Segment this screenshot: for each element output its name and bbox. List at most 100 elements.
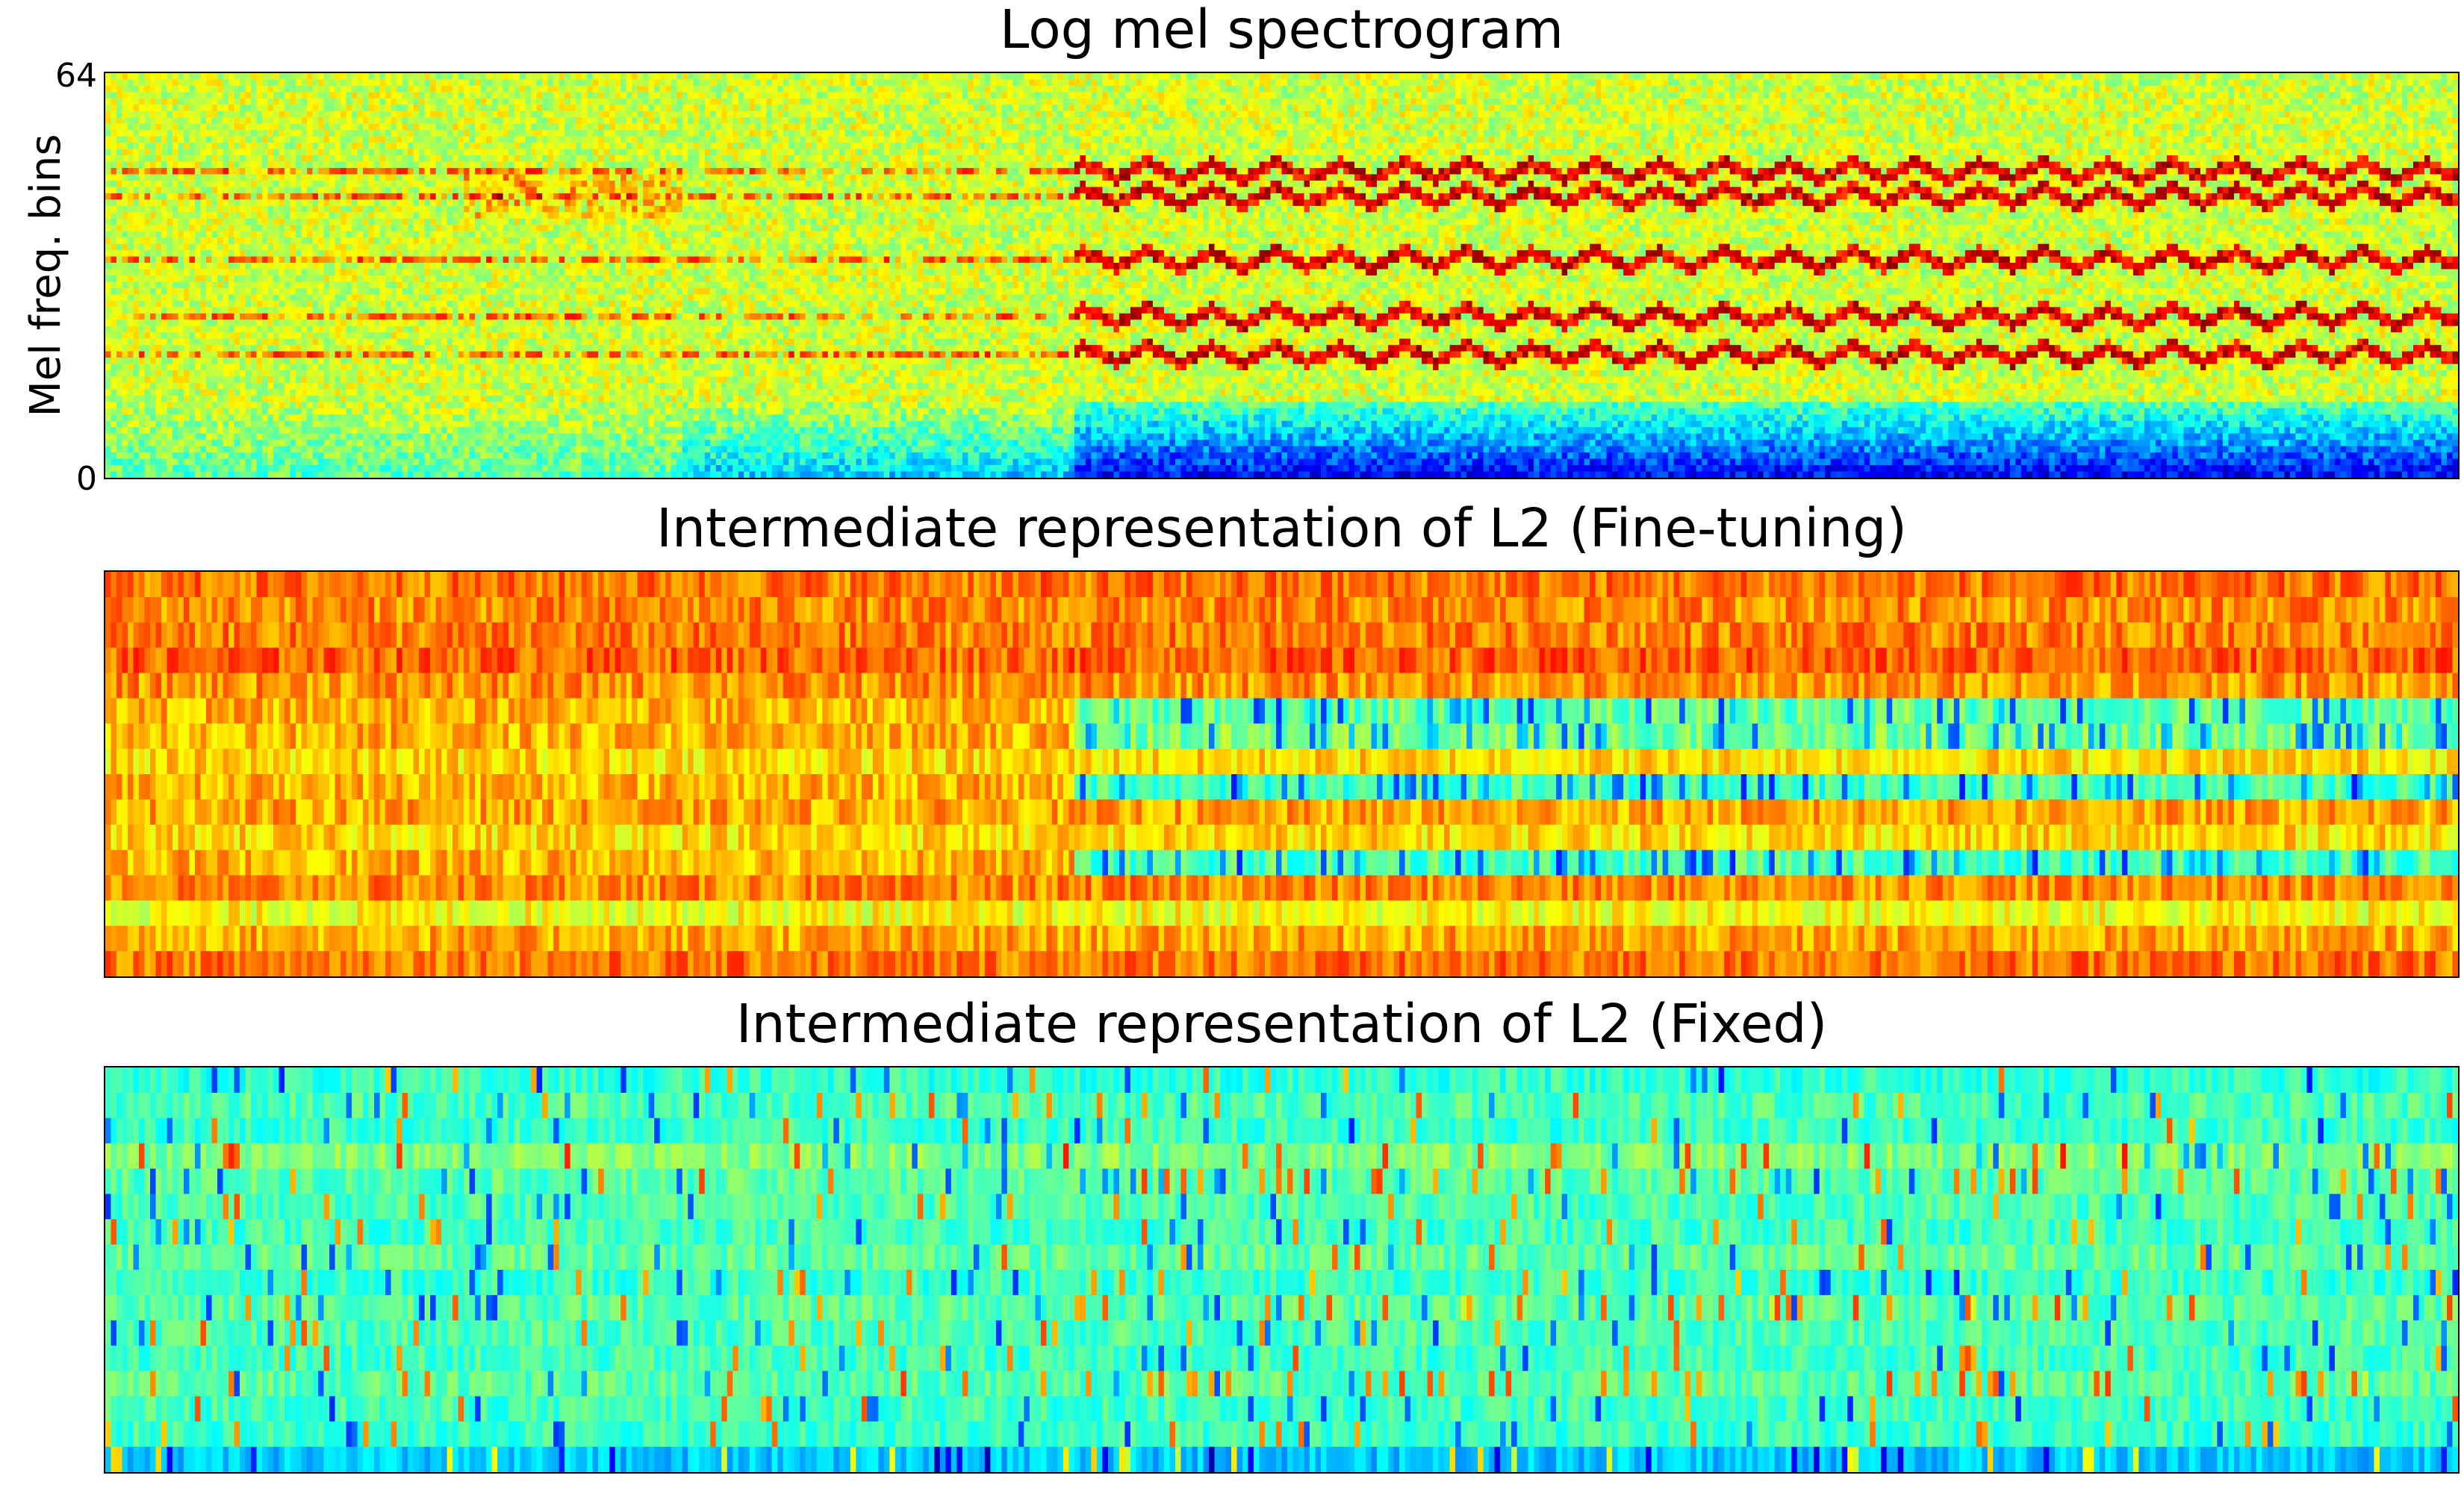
spectrogram-cell xyxy=(1225,73,1231,80)
spectrogram-cell xyxy=(956,73,962,80)
spectrogram-cell xyxy=(369,86,375,93)
spectrogram-cell xyxy=(279,86,285,93)
spectrogram-cell xyxy=(1366,73,1372,80)
spectrogram-cell xyxy=(2284,73,2290,80)
spectrogram-cell xyxy=(1265,79,1271,86)
spectrogram-cell xyxy=(1808,73,1814,80)
spectrogram-cell xyxy=(844,86,850,93)
spectrogram-cell xyxy=(1685,86,1691,93)
spectrogram-cell xyxy=(750,86,756,93)
spectrogram-cell xyxy=(2374,73,2380,80)
spectrogram-cell xyxy=(1769,86,1775,93)
spectrogram-cell xyxy=(553,86,559,93)
spectrogram-cell xyxy=(296,92,302,99)
spectrogram-cell xyxy=(895,73,901,80)
spectrogram-cell xyxy=(464,79,470,86)
spectrogram-cell xyxy=(2413,86,2419,93)
spectrogram-cell xyxy=(1293,86,1299,93)
spectrogram-cell xyxy=(481,92,487,99)
spectrogram-cell xyxy=(2094,73,2100,80)
spectrogram-cell xyxy=(2015,73,2021,80)
spectrogram-cell xyxy=(2032,79,2038,86)
spectrogram-cell xyxy=(436,92,442,99)
spectrogram-cell xyxy=(1898,86,1904,93)
spectrogram-cell xyxy=(620,86,626,93)
spectrogram-cell xyxy=(1007,86,1013,93)
spectrogram-cell xyxy=(156,79,162,86)
spectrogram-cell xyxy=(1612,73,1618,80)
spectrogram-cell xyxy=(1298,79,1304,86)
spectrogram-cell xyxy=(1640,73,1646,80)
spectrogram-cell xyxy=(290,73,296,80)
spectrogram-cell xyxy=(1914,79,1920,86)
spectrogram-cell xyxy=(1612,86,1618,93)
spectrogram-cell xyxy=(470,79,476,86)
spectrogram-cell xyxy=(201,73,207,80)
spectrogram-cell xyxy=(1113,79,1119,86)
spectrogram-cell xyxy=(1086,73,1092,80)
spectrogram-cell xyxy=(609,73,615,80)
spectrogram-cell xyxy=(850,86,856,93)
spectrogram-cell xyxy=(788,86,794,93)
spectrogram-cell xyxy=(2273,73,2279,80)
spectrogram-cell xyxy=(643,86,649,93)
spectrogram-cell xyxy=(2206,73,2212,80)
spectrogram-cell xyxy=(492,86,498,93)
spectrogram-cell xyxy=(1887,73,1893,80)
spectrogram-cell xyxy=(2262,86,2268,93)
spectrogram-cell xyxy=(1668,86,1674,93)
spectrogram-cell xyxy=(1976,79,1982,86)
spectrogram-cell xyxy=(508,79,514,86)
spectrogram-cell xyxy=(732,86,738,93)
spectrogram-cell xyxy=(1046,79,1052,86)
spectrogram-cell xyxy=(1943,73,1949,80)
spectrogram-cell xyxy=(508,73,514,80)
spectrogram-cell xyxy=(1674,73,1680,80)
spectrogram-cell xyxy=(195,92,201,99)
spectrogram-cell xyxy=(956,86,962,93)
spectrogram-cell xyxy=(1007,73,1013,80)
spectrogram-cell xyxy=(688,86,694,93)
spectrogram-cell xyxy=(2200,73,2206,80)
spectrogram-cell xyxy=(1220,86,1226,93)
spectrogram-cell xyxy=(1203,86,1209,93)
spectrogram-cell xyxy=(2385,86,2391,93)
spectrogram-cell xyxy=(2015,79,2021,86)
spectrogram-cell xyxy=(257,79,263,86)
spectrogram-cell xyxy=(352,92,358,99)
spectrogram-cell xyxy=(1080,79,1086,86)
spectrogram-cell xyxy=(2250,79,2256,86)
spectrogram-cell xyxy=(1097,73,1103,80)
spectrogram-cell xyxy=(1954,73,1960,80)
spectrogram-cell xyxy=(727,73,733,80)
spectrogram-cell xyxy=(811,86,817,93)
spectrogram-cell xyxy=(262,73,268,80)
spectrogram-cell xyxy=(1433,79,1439,86)
spectrogram-cell xyxy=(705,86,711,93)
spectrogram-cell xyxy=(1769,79,1775,86)
spectrogram-cell xyxy=(396,73,402,80)
spectrogram-cell xyxy=(1618,79,1624,86)
spectrogram-cell xyxy=(1030,86,1036,93)
spectrogram-cell xyxy=(906,86,912,93)
spectrogram-cell xyxy=(1354,79,1360,86)
spectrogram-cell xyxy=(2189,79,2195,86)
spectrogram-cell xyxy=(956,79,962,86)
spectrogram-cell xyxy=(441,79,447,86)
spectrogram-cell xyxy=(2088,73,2094,80)
spectrogram-cell xyxy=(1153,79,1159,86)
spectrogram-cell xyxy=(1741,79,1747,86)
spectrogram-cell xyxy=(2413,79,2419,86)
spectrogram-cell xyxy=(318,92,324,99)
spectrogram-cell xyxy=(234,86,240,93)
spectrogram-cell xyxy=(1321,79,1327,86)
spectrogram-cell xyxy=(2239,73,2245,80)
spectrogram-cell xyxy=(1988,86,1994,93)
spectrogram-cell xyxy=(1001,86,1007,93)
spectrogram-cell xyxy=(817,86,823,93)
spectrogram-cell xyxy=(598,73,604,80)
spectrogram-cell xyxy=(1472,73,1478,80)
spectrogram-cell xyxy=(1545,79,1551,86)
spectrogram-cell xyxy=(2127,73,2133,80)
spectrogram-cell xyxy=(1416,73,1422,80)
